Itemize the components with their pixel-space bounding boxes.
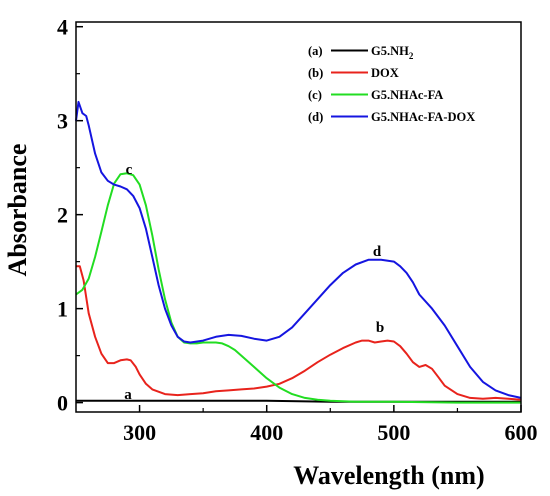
legend-tag: (b)	[308, 66, 323, 80]
legend: (a) G5.NH2 (b) DOX (c) G5.NHAc-FA (d) G5.NHAc-F…	[308, 44, 475, 124]
series-line-b	[76, 265, 522, 401]
curve-label-d: d	[373, 244, 382, 260]
legend-tag: (a)	[308, 44, 323, 58]
legend-name: DOX	[371, 66, 399, 80]
plot-frame	[75, 21, 522, 413]
y-tick-labels: 0 1 2 3 4	[57, 15, 68, 416]
series-line-a	[76, 399, 521, 403]
y-tick-label: 4	[57, 15, 68, 40]
x-tick-label: 300	[123, 420, 156, 445]
x-tick-label: 500	[377, 420, 410, 445]
y-tick-label: 0	[57, 391, 68, 416]
curve-label-c: c	[126, 162, 133, 178]
x-axis-title: Wavelength (nm)	[293, 461, 484, 490]
legend-name: G5.NHAc-FA	[371, 88, 443, 102]
y-tick-label: 2	[57, 203, 68, 228]
legend-label: G5.NHAc-FA	[371, 88, 443, 102]
curve-labels: a b c d	[124, 162, 384, 403]
y-axis-title: Absorbance	[3, 144, 32, 277]
x-tick-label: 600	[505, 420, 538, 445]
legend-tag: (c)	[308, 88, 322, 102]
x-tick-labels: 300 400 500 600	[123, 420, 537, 445]
curve-label-a: a	[124, 387, 132, 403]
curve-label-b: b	[376, 320, 384, 336]
legend-name: G5.NH	[371, 44, 409, 58]
legend-name: G5.NHAc-FA-DOX	[371, 110, 475, 124]
legend-label: G5.NH2	[371, 44, 414, 61]
series-line-c	[75, 172, 521, 404]
series-line-d	[75, 100, 522, 399]
y-tick-label: 3	[57, 109, 68, 134]
legend-label: G5.NHAc-FA-DOX	[371, 110, 475, 124]
y-tick-label: 1	[57, 297, 68, 322]
legend-label: DOX	[371, 66, 399, 80]
x-tick-label: 400	[250, 420, 283, 445]
legend-subscript: 2	[409, 51, 414, 61]
curves	[75, 100, 522, 404]
legend-tag: (d)	[308, 110, 323, 124]
